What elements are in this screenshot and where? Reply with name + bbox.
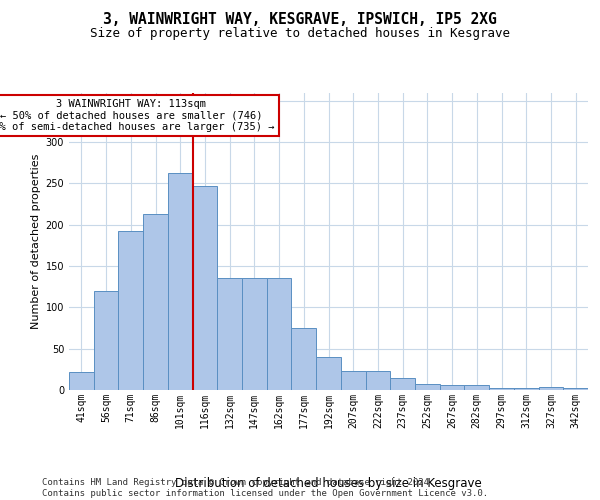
Bar xyxy=(118,230,143,390)
Y-axis label: Number of detached properties: Number of detached properties xyxy=(31,154,41,329)
Text: Contains HM Land Registry data © Crown copyright and database right 2024.
Contai: Contains HM Land Registry data © Crown c… xyxy=(42,478,488,498)
Bar xyxy=(440,385,464,390)
Bar xyxy=(217,278,242,390)
Text: Size of property relative to detached houses in Kesgrave: Size of property relative to detached ho… xyxy=(90,28,510,40)
Bar xyxy=(464,385,489,390)
Bar xyxy=(563,388,588,390)
Bar xyxy=(489,388,514,390)
Bar xyxy=(168,174,193,390)
Bar xyxy=(267,278,292,390)
Bar xyxy=(341,371,365,390)
X-axis label: Distribution of detached houses by size in Kesgrave: Distribution of detached houses by size … xyxy=(175,476,482,490)
Bar xyxy=(390,378,415,390)
Bar xyxy=(316,357,341,390)
Bar xyxy=(69,372,94,390)
Bar xyxy=(94,291,118,390)
Bar xyxy=(242,278,267,390)
Bar xyxy=(415,384,440,390)
Text: 3, WAINWRIGHT WAY, KESGRAVE, IPSWICH, IP5 2XG: 3, WAINWRIGHT WAY, KESGRAVE, IPSWICH, IP… xyxy=(103,12,497,28)
Bar xyxy=(292,328,316,390)
Bar xyxy=(514,388,539,390)
Bar xyxy=(539,386,563,390)
Bar xyxy=(193,186,217,390)
Text: 3 WAINWRIGHT WAY: 113sqm
← 50% of detached houses are smaller (746)
49% of semi-: 3 WAINWRIGHT WAY: 113sqm ← 50% of detach… xyxy=(0,99,275,132)
Bar xyxy=(143,214,168,390)
Bar xyxy=(365,371,390,390)
